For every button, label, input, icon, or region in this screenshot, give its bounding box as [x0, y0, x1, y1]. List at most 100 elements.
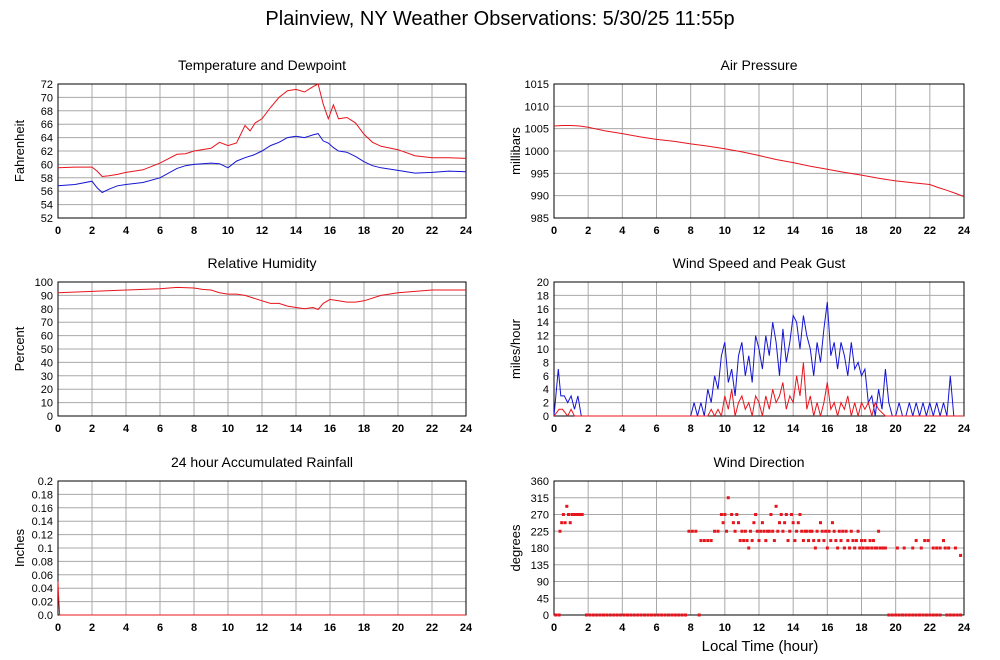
- chart-title: Wind Speed and Peak Gust: [673, 255, 846, 271]
- y-tick-label: 1015: [525, 79, 549, 91]
- data-point: [730, 513, 734, 516]
- data-point: [914, 613, 918, 617]
- data-point: [865, 546, 869, 550]
- data-point: [719, 513, 723, 516]
- data-point: [619, 613, 623, 617]
- data-point: [781, 529, 785, 533]
- data-point: [796, 521, 800, 525]
- data-point: [952, 613, 956, 617]
- y-tick-label: 315: [531, 493, 549, 505]
- data-point: [764, 539, 768, 543]
- y-tick-label: 0.14: [32, 516, 53, 528]
- data-point: [837, 529, 841, 533]
- x-tick-label: 8: [688, 225, 694, 237]
- y-tick-label: 1005: [525, 124, 549, 136]
- data-point: [731, 521, 735, 525]
- data-point: [567, 513, 571, 516]
- data-point: [632, 613, 636, 617]
- data-point: [788, 529, 792, 533]
- x-tick-label: 24: [958, 423, 971, 435]
- x-tick-label: 14: [787, 423, 800, 435]
- x-tick-label: 18: [855, 423, 867, 435]
- y-tick-label: 12: [537, 331, 549, 343]
- y-axis-label: Percent: [12, 326, 27, 371]
- y-axis-label: Fahrenheit: [12, 120, 27, 183]
- x-tick-label: 14: [787, 225, 800, 237]
- data-point: [554, 613, 558, 617]
- y-tick-label: 56: [41, 186, 53, 198]
- x-tick-label: 20: [392, 622, 404, 634]
- x-tick-label: 16: [324, 622, 336, 634]
- data-point: [808, 529, 812, 533]
- y-tick-label: 6: [543, 371, 549, 383]
- data-point: [602, 613, 606, 617]
- data-point: [649, 613, 653, 617]
- y-tick-label: 225: [531, 526, 549, 538]
- y-tick-label: 90: [537, 577, 549, 589]
- data-point: [716, 529, 720, 533]
- data-point: [702, 539, 706, 543]
- y-tick-label: 0.1: [38, 543, 53, 555]
- data-point: [830, 521, 834, 525]
- data-point: [774, 504, 778, 508]
- data-point: [931, 546, 935, 550]
- data-point: [914, 539, 918, 543]
- series-line-0: [57, 581, 466, 616]
- y-tick-label: 360: [531, 476, 549, 488]
- data-point: [680, 613, 684, 617]
- chart-panel-wind: Wind Speed and Peak Gust0246810121416182…: [508, 255, 971, 435]
- x-tick-label: 10: [222, 225, 234, 237]
- y-tick-label: 180: [531, 543, 549, 555]
- plot-frame: [553, 480, 965, 616]
- data-point: [673, 613, 677, 617]
- data-point: [771, 529, 775, 533]
- y-tick-label: 90: [41, 290, 53, 302]
- y-axis-label: degrees: [508, 524, 523, 571]
- data-point: [844, 529, 848, 533]
- x-tick-label: 8: [191, 225, 197, 237]
- y-tick-label: 0.06: [32, 570, 53, 582]
- data-point: [834, 539, 838, 543]
- data-point: [870, 546, 874, 550]
- data-point: [743, 529, 747, 533]
- data-point: [772, 539, 776, 543]
- y-tick-label: 0.18: [32, 489, 53, 501]
- x-tick-label: 8: [191, 622, 197, 634]
- y-tick-label: 0.2: [38, 476, 53, 488]
- y-tick-label: 62: [41, 146, 53, 158]
- data-point: [666, 613, 670, 617]
- data-point: [868, 539, 872, 543]
- data-point: [923, 539, 927, 543]
- x-tick-label: 0: [551, 423, 557, 435]
- y-axis-label: Inches: [12, 528, 27, 567]
- chart-title: Air Pressure: [720, 57, 797, 73]
- data-point: [783, 521, 787, 525]
- y-tick-label: 68: [41, 106, 53, 118]
- data-point: [639, 613, 643, 617]
- x-tick-label: 6: [653, 622, 659, 634]
- x-tick-label: 8: [688, 423, 694, 435]
- data-point: [690, 529, 694, 533]
- x-tick-label: 22: [924, 423, 936, 435]
- plot-frame: [57, 83, 467, 219]
- data-point: [911, 613, 915, 617]
- data-point: [656, 613, 660, 617]
- data-point: [824, 529, 828, 533]
- y-tick-label: 4: [543, 384, 549, 396]
- data-point: [871, 539, 875, 543]
- data-point: [568, 521, 572, 525]
- y-tick-label: 70: [41, 317, 53, 329]
- y-tick-label: 80: [41, 304, 53, 316]
- x-tick-label: 24: [460, 423, 473, 435]
- data-point: [878, 546, 882, 550]
- data-point: [955, 613, 959, 617]
- data-point: [854, 539, 858, 543]
- x-tick-label: 8: [191, 423, 197, 435]
- data-point: [776, 529, 780, 533]
- x-tick-label: 22: [924, 225, 936, 237]
- plot-frame: [553, 281, 965, 417]
- chart-title: Relative Humidity: [208, 255, 317, 271]
- data-point: [759, 529, 763, 533]
